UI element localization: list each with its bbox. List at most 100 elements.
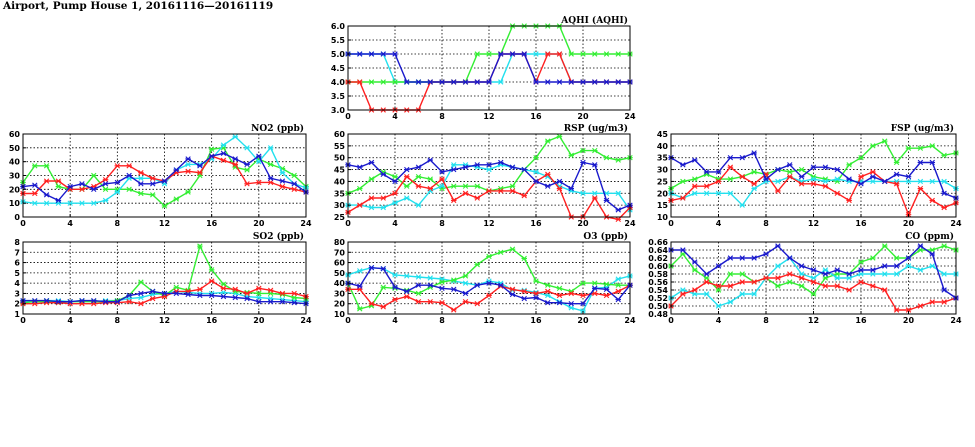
data-point xyxy=(556,178,563,185)
data-point xyxy=(715,178,722,185)
data-point xyxy=(427,282,434,288)
data-point xyxy=(727,164,734,170)
x-tick-label: 12 xyxy=(483,316,494,325)
data-point xyxy=(727,190,734,196)
data-point xyxy=(591,190,598,196)
data-point xyxy=(267,298,274,305)
data-point xyxy=(197,170,203,176)
data-point xyxy=(858,267,864,273)
data-point xyxy=(556,285,563,291)
data-point xyxy=(380,284,387,290)
data-point xyxy=(244,290,250,297)
x-tick-label: 24 xyxy=(624,316,636,325)
data-point xyxy=(775,283,781,289)
data-point xyxy=(881,287,888,293)
data-point xyxy=(138,181,144,187)
y-tick-label: 10 xyxy=(9,199,21,208)
data-point xyxy=(114,179,121,186)
data-point xyxy=(580,147,586,154)
data-point xyxy=(291,299,297,306)
data-point xyxy=(881,263,888,269)
data-point xyxy=(486,162,492,168)
data-point xyxy=(846,197,852,204)
data-point xyxy=(834,190,841,196)
data-point xyxy=(380,171,387,178)
x-tick-label: 24 xyxy=(300,316,312,325)
y-tick-label: 0.52 xyxy=(648,294,668,303)
data-point xyxy=(615,190,622,196)
data-point xyxy=(941,243,947,249)
data-point xyxy=(90,200,97,206)
data-point xyxy=(680,247,686,253)
data-point xyxy=(798,263,805,269)
y-tick-label: 40 xyxy=(657,142,669,151)
data-point xyxy=(580,308,586,314)
data-point xyxy=(403,273,410,279)
data-point xyxy=(739,271,746,277)
data-point xyxy=(291,294,297,301)
data-point xyxy=(90,186,97,193)
data-point xyxy=(368,79,375,85)
x-tick-label: 20 xyxy=(577,112,589,121)
y-tick-label: 40 xyxy=(334,177,346,186)
data-point xyxy=(368,301,375,307)
data-point xyxy=(846,176,852,182)
y-tick-label: 80 xyxy=(334,238,346,247)
data-point xyxy=(138,301,144,307)
data-point xyxy=(380,51,387,57)
data-point xyxy=(858,173,864,180)
x-tick-label: 0 xyxy=(20,316,26,325)
data-point xyxy=(858,181,864,187)
data-point xyxy=(858,271,864,277)
data-point xyxy=(509,188,516,194)
data-point xyxy=(55,298,62,305)
data-point xyxy=(775,263,781,269)
data-point xyxy=(822,178,829,185)
data-point xyxy=(291,181,297,187)
data-point xyxy=(415,202,422,208)
data-point xyxy=(798,275,805,281)
data-point xyxy=(775,178,781,185)
data-point xyxy=(114,189,121,195)
data-point xyxy=(739,279,746,285)
data-point xyxy=(703,279,710,285)
data-point xyxy=(149,192,156,198)
y-tick-label: 55 xyxy=(334,142,346,151)
data-point xyxy=(244,145,250,151)
data-point xyxy=(55,178,62,184)
data-point xyxy=(727,271,734,277)
data-point xyxy=(715,283,722,289)
data-point xyxy=(786,279,793,285)
data-point xyxy=(220,142,227,148)
data-point xyxy=(751,150,757,156)
data-point xyxy=(846,162,852,168)
data-point xyxy=(775,275,781,281)
data-point xyxy=(161,178,168,184)
data-point xyxy=(822,267,829,273)
data-point xyxy=(392,173,398,180)
data-point xyxy=(556,185,563,192)
data-point xyxy=(533,294,539,301)
y-tick-label: 10 xyxy=(657,213,669,222)
data-point xyxy=(544,292,551,299)
data-point xyxy=(786,162,793,168)
data-point xyxy=(603,155,610,161)
data-point xyxy=(786,255,793,261)
y-tick-label: 0.48 xyxy=(648,310,668,319)
data-point xyxy=(929,263,936,269)
data-point xyxy=(680,195,686,201)
data-point xyxy=(462,280,469,286)
data-point xyxy=(870,267,876,273)
data-point xyxy=(715,303,722,309)
data-point xyxy=(279,290,286,297)
data-point xyxy=(810,164,817,170)
page-title: Airport, Pump House 1, 20161116—20161119 xyxy=(3,0,274,12)
data-point xyxy=(870,255,876,261)
data-point xyxy=(102,186,109,193)
data-point xyxy=(32,182,38,188)
data-point xyxy=(751,185,757,192)
data-point xyxy=(474,195,481,201)
x-tick-label: 12 xyxy=(808,219,819,228)
data-point xyxy=(102,298,109,305)
